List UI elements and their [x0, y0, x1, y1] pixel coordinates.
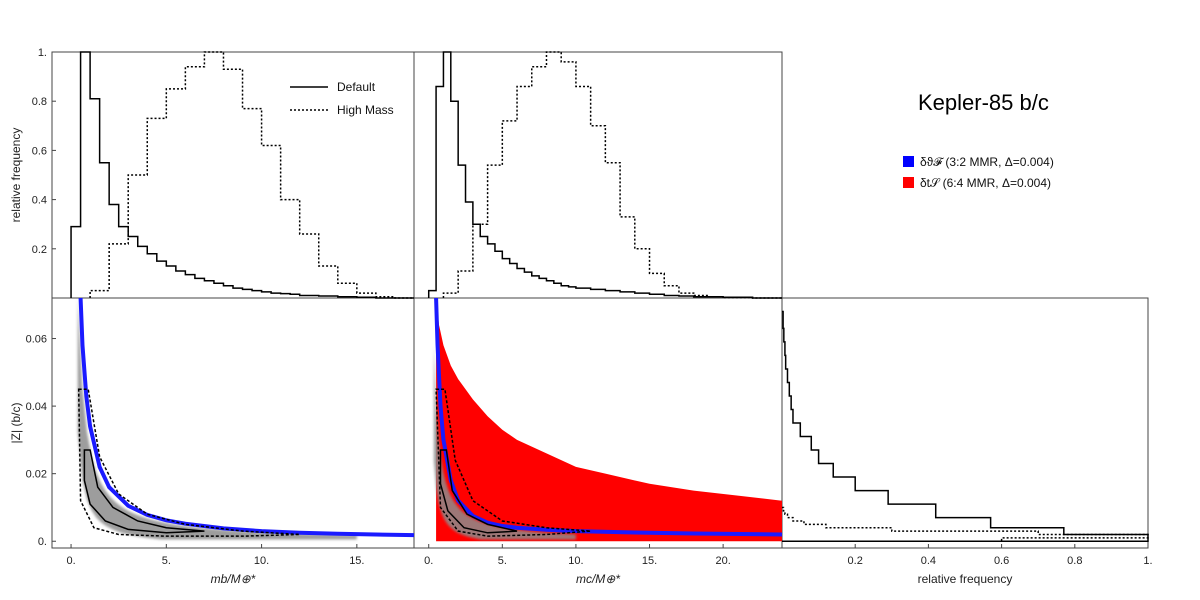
x-tick-label: 5. [162, 555, 171, 567]
x-tick-label: 5. [498, 555, 507, 567]
red-region [436, 298, 782, 542]
x-tick-label: 10. [568, 555, 583, 567]
panel-top-middle [427, 51, 782, 299]
panel-bottom-right: 0.2 0.4 0.6 0.8 1. [782, 310, 1153, 567]
line-legend: Default High Mass [290, 80, 394, 117]
y-tick-label: 0.02 [26, 469, 47, 481]
x-tick-label: 0. [66, 555, 75, 567]
legend-default-label: Default [337, 80, 376, 94]
posterior-cloud [77, 298, 357, 540]
figure-title: Kepler-85 b/c [918, 90, 1049, 115]
x-tick-label: 0. [424, 555, 433, 567]
panel-top-left: 0.2 0.4 0.6 0.8 1. [32, 47, 414, 299]
y-tick-label: 0.2 [32, 244, 47, 256]
x-tick-label: 10. [254, 555, 269, 567]
legend-highmass-label: High Mass [337, 103, 394, 117]
histogram-default [782, 310, 1149, 542]
blue-boundary [434, 297, 783, 537]
x-tick-label: 0.8 [1067, 555, 1082, 567]
histogram-default [427, 51, 782, 299]
top-left-ylabel: relative frequency [9, 128, 23, 223]
legend-red-swatch [903, 177, 914, 188]
contour-outer [435, 388, 591, 537]
panel-bottom-left: 0. 5. 10. 15. 0. 0.02 0.04 0.06 [26, 297, 415, 567]
posterior-cloud [433, 345, 576, 540]
x-tick-label: 15. [349, 555, 364, 567]
contour-inner [83, 449, 205, 534]
bottom-middle-xlabel: mc/M⊕* [576, 572, 620, 586]
x-tick-label: 0.2 [848, 555, 863, 567]
histogram-high-mass [89, 51, 414, 299]
legend-red-label: δt𝒮 (6:4 MMR, Δ=0.004) [920, 176, 1051, 190]
x-tick-label: 20. [715, 555, 730, 567]
panel-bottom-middle: 0. 5. 10. 15. 20. [424, 297, 783, 567]
panel-bottom-right-frame [781, 297, 1149, 549]
contour-inner [439, 449, 518, 534]
bottom-left-xlabel: mb/M⊕* [211, 572, 256, 586]
region-legend: δϑ𝓕 (3:2 MMR, Δ=0.004) δt𝒮 (6:4 MMR, Δ=0… [903, 155, 1054, 190]
legend-blue-label: δϑ𝓕 (3:2 MMR, Δ=0.004) [920, 155, 1054, 169]
histogram-default [70, 51, 414, 299]
bottom-left-ylabel: |Z| (b/c) [9, 403, 23, 444]
panel-top-middle-frame [413, 51, 783, 299]
x-tick-label: 0.4 [921, 555, 936, 567]
histogram-high-mass [782, 506, 1149, 542]
contour-outer [77, 388, 300, 537]
y-tick-label: 0.8 [32, 96, 47, 108]
y-tick-label: 1. [38, 47, 47, 59]
y-tick-label: 0. [38, 536, 47, 548]
x-tick-label: 0.6 [994, 555, 1009, 567]
bottom-right-xlabel: relative frequency [918, 572, 1013, 586]
blue-boundary [78, 297, 415, 538]
y-tick-label: 0.06 [26, 334, 47, 346]
y-tick-label: 0.6 [32, 145, 47, 157]
histogram-high-mass [442, 51, 782, 299]
x-tick-label: 15. [642, 555, 657, 567]
y-tick-label: 0.04 [26, 401, 47, 413]
legend-blue-swatch [903, 156, 914, 167]
y-tick-label: 0.4 [32, 195, 47, 207]
x-tick-label: 1. [1143, 555, 1152, 567]
